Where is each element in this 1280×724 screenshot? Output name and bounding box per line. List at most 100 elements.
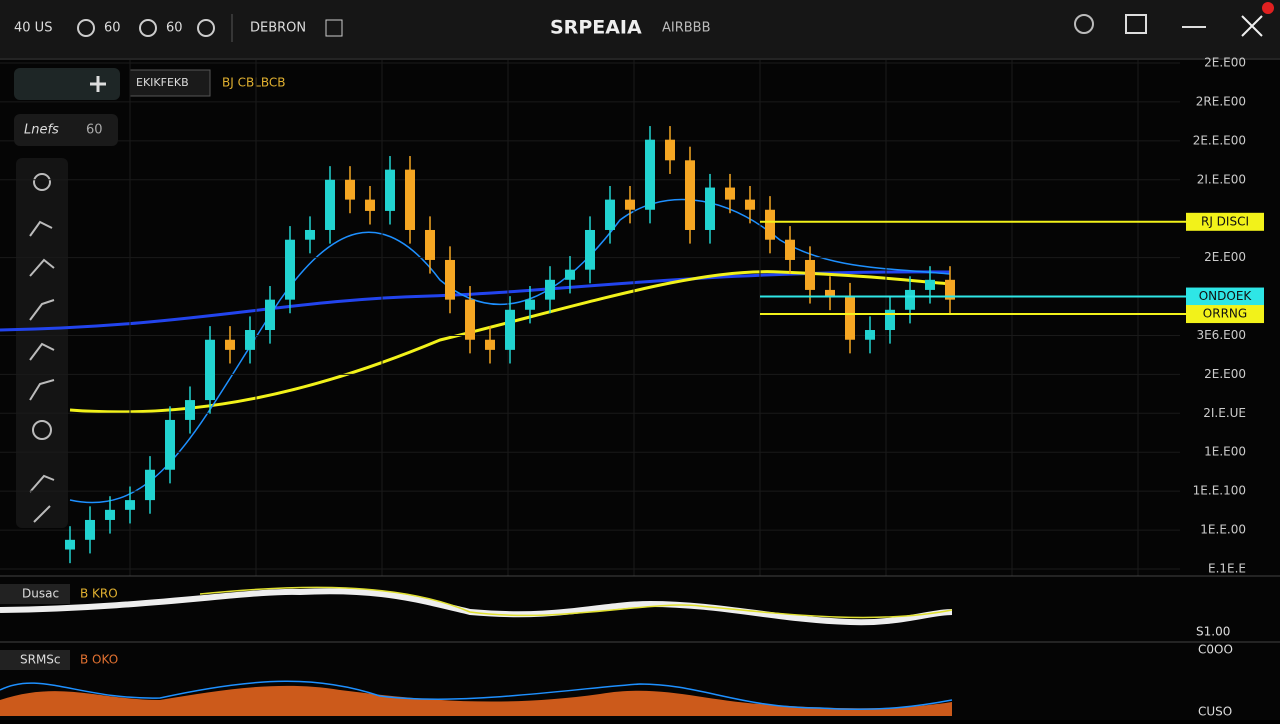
y-tick-label: 2E.E.E00: [1193, 133, 1246, 147]
candle-body: [905, 289, 915, 310]
interval-box[interactable]: [14, 114, 118, 146]
candle-body: [285, 239, 295, 300]
candle-body: [105, 509, 115, 520]
candle-body: [545, 279, 555, 300]
indicator-name-box: [0, 650, 70, 670]
y-tick-label: 3E6.E00: [1196, 328, 1246, 342]
indicator-name: Dusac: [22, 587, 59, 601]
tool[interactable]: [32, 420, 52, 440]
y-tick-label: 1E.E00: [1204, 445, 1246, 459]
topbar-item[interactable]: 60: [104, 21, 121, 36]
candle-body: [885, 309, 895, 331]
app-subtitle: AIRBBB: [662, 21, 711, 36]
maximize-button[interactable]: [1125, 14, 1147, 34]
candle-body: [665, 139, 675, 161]
app-title: SRPEAIA: [550, 17, 642, 39]
price-chart: E.1E.E 1E.E.00 1E.E.100 1E.E00 2I.E.UE 2E.E00…: [0, 56, 1264, 576]
tool[interactable]: [29, 299, 55, 321]
oscillator-line: [0, 680, 953, 711]
candle-body: [125, 500, 135, 510]
icon[interactable]: [325, 19, 343, 37]
signal-line: [199, 586, 953, 619]
candle-body: [745, 199, 755, 210]
candle-body: [725, 187, 735, 200]
candle-body: [565, 269, 575, 280]
level-tag-label: ONDOEK: [1199, 289, 1253, 303]
y-tick-label: E.1E.E: [1208, 562, 1246, 576]
y-tick-label: 2I.E.UE: [1203, 406, 1246, 420]
candle-body: [785, 239, 795, 260]
histogram-area: [0, 685, 952, 716]
candle-body: [505, 309, 515, 350]
level-tag-label: ORRNG: [1203, 307, 1247, 321]
settings-button[interactable]: [1074, 14, 1094, 34]
tool[interactable]: [29, 474, 55, 493]
candle-body: [345, 179, 355, 200]
candle-body: [325, 179, 335, 230]
candle-body: [205, 339, 215, 401]
y-tick-label: 1E.E.00: [1200, 523, 1246, 537]
interval-value[interactable]: 60: [86, 123, 103, 138]
candle-body: [465, 299, 475, 340]
candle-body: [585, 229, 595, 270]
level-tag: [1186, 212, 1264, 231]
indicator-panel: Dusac B KRO S1.00 SRMSc B OKO C0OO CUSO: [0, 584, 1233, 719]
price: BJ CBLBCB: [222, 76, 286, 90]
symbol[interactable]: EKIKFEKB: [136, 76, 189, 89]
icon[interactable]: [197, 19, 215, 37]
candle-body: [805, 259, 815, 290]
topbar-item[interactable]: DEBRON: [250, 21, 306, 36]
level-tag: [1186, 287, 1264, 306]
indicator-scale: S1.00: [1196, 625, 1230, 639]
candle-body: [945, 279, 955, 300]
tool[interactable]: [29, 220, 53, 237]
indicator-name: SRMSc: [20, 653, 61, 667]
tool[interactable]: [33, 505, 51, 523]
candle-body: [625, 199, 635, 210]
candle-body: [405, 169, 415, 230]
indicator-value: B OKO: [80, 653, 118, 667]
candle-body: [305, 229, 315, 240]
topbar-item[interactable]: 60: [166, 21, 183, 36]
icon[interactable]: [139, 19, 157, 37]
candle-body: [765, 209, 775, 240]
candle-body: [845, 296, 855, 340]
candle-body: [365, 199, 375, 211]
tool[interactable]: [33, 173, 51, 191]
histogram-band: [0, 588, 953, 626]
indicator-value: B KRO: [80, 587, 118, 601]
notification-dot: [1262, 2, 1274, 14]
indicator-name-box: [0, 584, 70, 604]
y-tick-label: 1E.E.100: [1193, 484, 1246, 498]
tool[interactable]: [29, 342, 55, 361]
y-tick-label: 2E.E00: [1204, 367, 1246, 381]
moving-average: [0, 270, 951, 332]
candle-body: [385, 169, 395, 211]
interval[interactable]: Lnefs: [24, 123, 59, 138]
tool[interactable]: [29, 258, 55, 277]
close-button[interactable]: [1241, 15, 1263, 37]
level-tag-label: RJ DISCI: [1201, 214, 1249, 228]
candle-body: [85, 519, 95, 540]
topbar-item[interactable]: 40 US: [14, 21, 52, 36]
indicator-scale: CUSO: [1198, 705, 1232, 719]
tool[interactable]: [29, 379, 55, 401]
candle-body: [165, 419, 175, 470]
candle-body: [685, 160, 695, 230]
icon[interactable]: [77, 19, 95, 37]
candle-body: [145, 469, 155, 501]
candle-body: [705, 187, 715, 230]
candle-body: [645, 139, 655, 210]
add-button[interactable]: [90, 76, 106, 92]
indicator-scale: C0OO: [1198, 643, 1233, 657]
candle-body: [445, 259, 455, 300]
toolbar-buttons[interactable]: [14, 68, 120, 100]
candle-body: [65, 539, 75, 550]
candle-body: [425, 229, 435, 260]
moving-average: [69, 198, 951, 504]
candle-body: [825, 289, 835, 297]
y-tick-label: 2E.E00: [1204, 250, 1246, 264]
candle-body: [245, 330, 255, 350]
